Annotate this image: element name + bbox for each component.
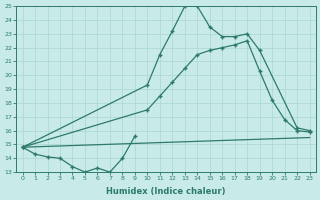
X-axis label: Humidex (Indice chaleur): Humidex (Indice chaleur) [106, 187, 226, 196]
